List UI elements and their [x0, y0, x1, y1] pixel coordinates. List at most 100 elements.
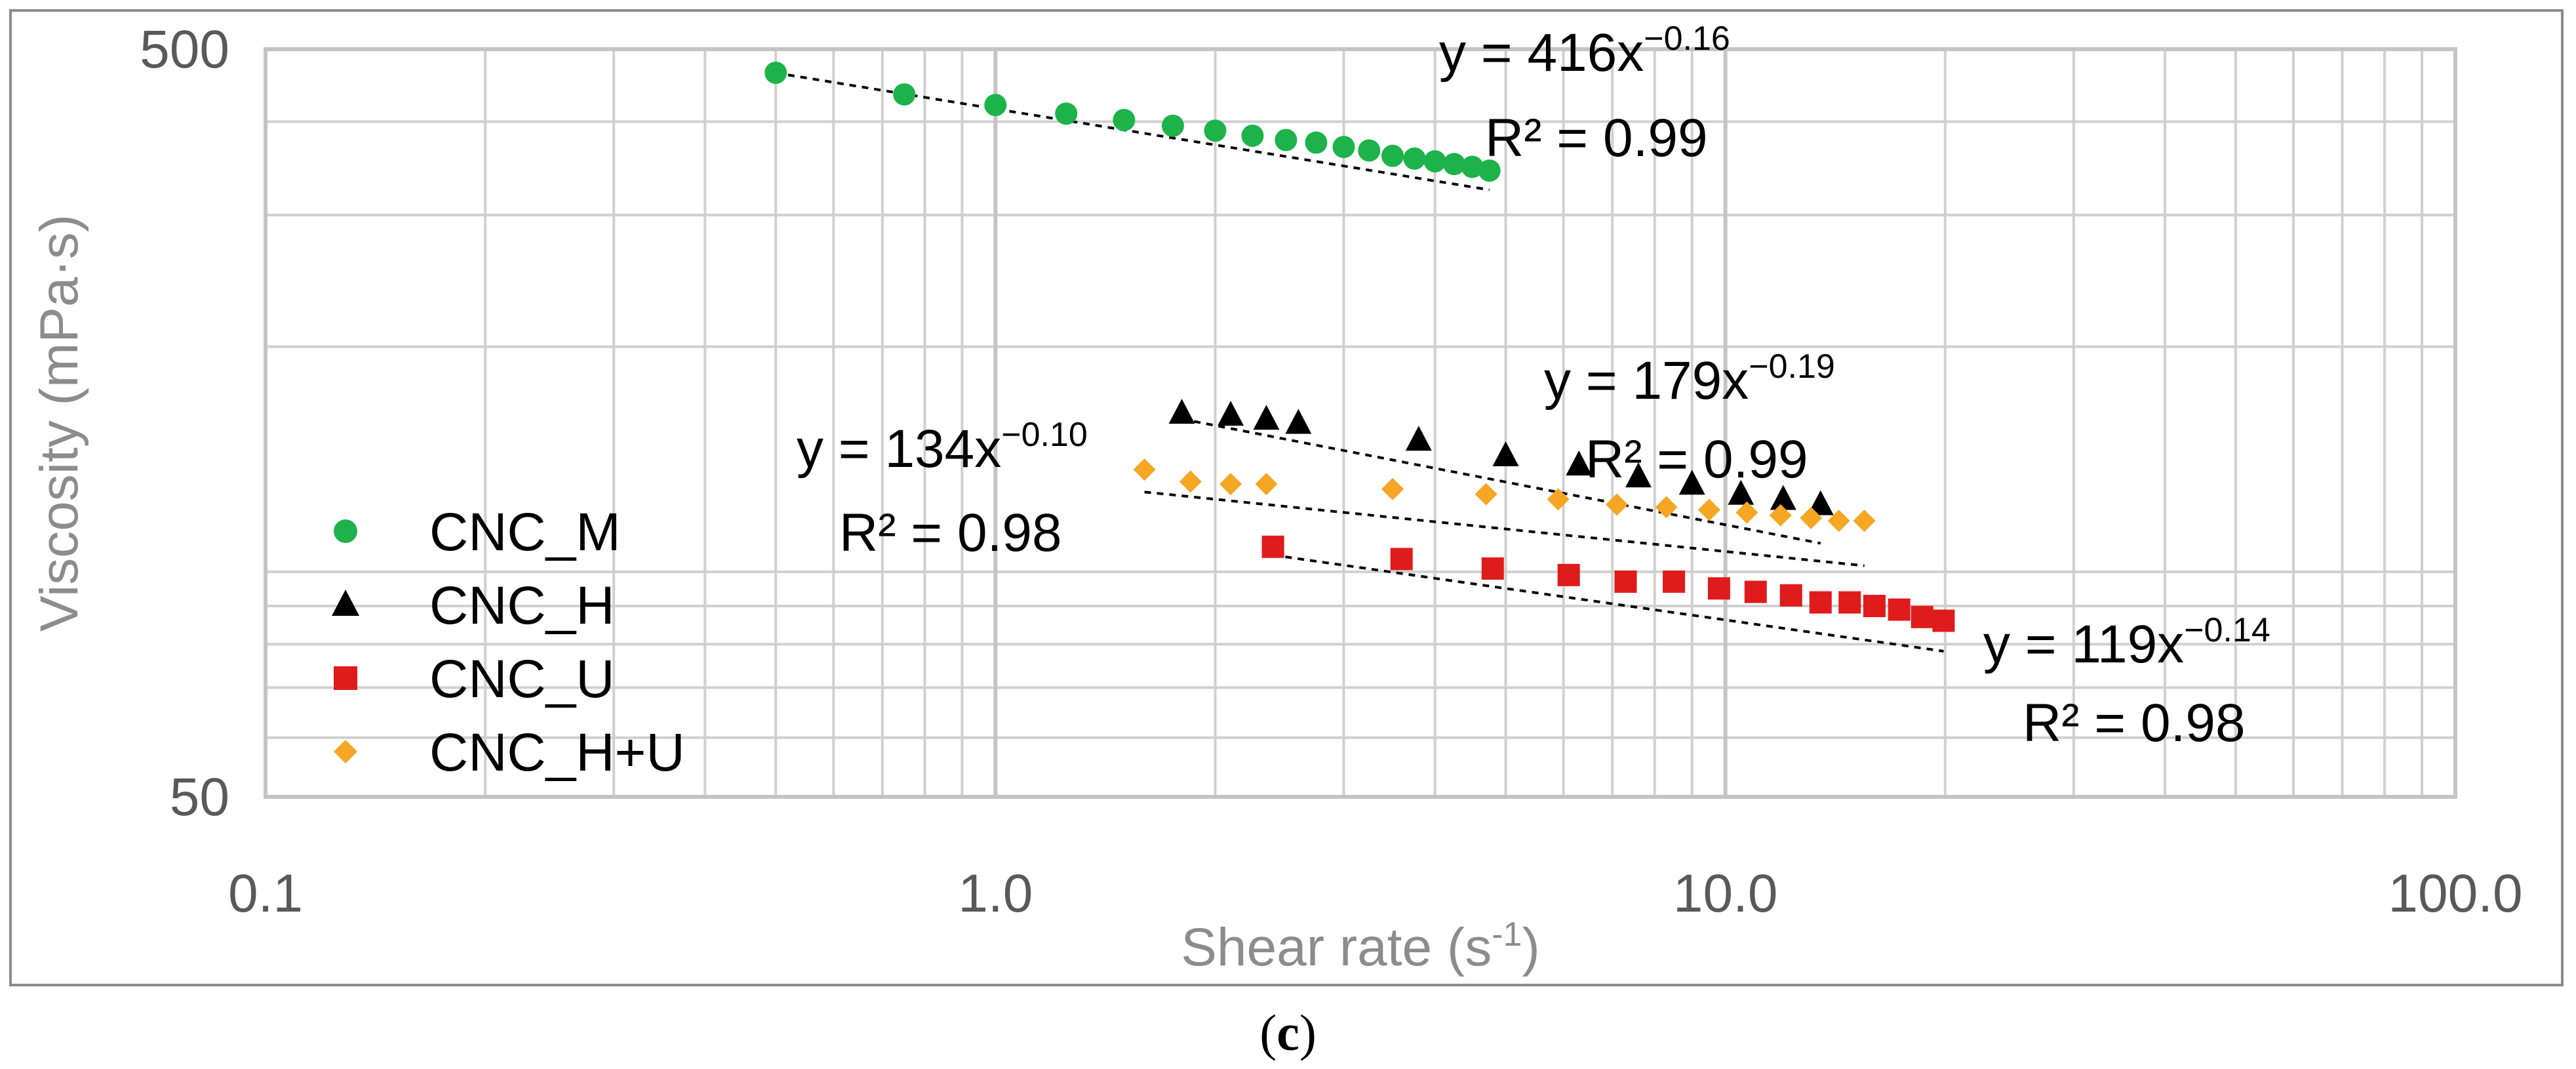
data-point	[1475, 483, 1497, 506]
figure-caption: (c)	[1259, 1004, 1317, 1061]
trendline-equation: y = 416x−0.16	[1439, 20, 1730, 83]
y-tick-label: 500	[140, 20, 229, 79]
x-axis-title-superscript: -1	[1492, 916, 1522, 954]
data-point	[1133, 458, 1156, 481]
trendline-equation: y = 134x−0.10	[797, 416, 1088, 479]
legend-marker	[334, 666, 357, 690]
data-point	[1219, 473, 1242, 496]
data-point	[1770, 485, 1796, 510]
caption-letter: c	[1277, 1004, 1299, 1061]
data-point	[1888, 598, 1911, 621]
data-point	[1735, 501, 1758, 524]
data-point	[1678, 470, 1705, 495]
data-point	[1461, 155, 1484, 178]
trendline-equation: y = 119x−0.14	[1983, 611, 2270, 674]
x-tick-label: 1.0	[958, 864, 1033, 923]
data-point	[1728, 479, 1754, 505]
legend-label: CNC_H+U	[429, 723, 685, 782]
data-point	[1218, 401, 1244, 426]
data-point	[1478, 159, 1501, 182]
trendline-equation: y = 179x−0.19	[1544, 348, 1835, 411]
r-squared-label: R² = 0.99	[1485, 108, 1708, 168]
data-point	[1261, 535, 1284, 558]
data-point	[1697, 498, 1720, 521]
series-cnc-h-u	[1133, 458, 1876, 567]
data-point	[1332, 136, 1355, 159]
data-point	[1809, 591, 1832, 614]
data-point	[1285, 409, 1312, 434]
trendline	[1144, 491, 1865, 567]
data-point	[1055, 102, 1078, 125]
r-squared-label: R² = 0.98	[839, 503, 1062, 563]
data-point	[1655, 496, 1678, 519]
legend-label: CNC_U	[429, 649, 614, 709]
data-point	[1168, 399, 1195, 424]
data-point	[1381, 144, 1404, 167]
gridlines	[266, 49, 2455, 797]
data-point	[1606, 493, 1629, 516]
data-point	[1566, 450, 1593, 475]
trendline	[775, 71, 1490, 192]
data-point	[1358, 139, 1381, 162]
y-tick-label: 50	[170, 767, 229, 827]
data-point	[1863, 594, 1886, 617]
data-point	[1442, 153, 1465, 176]
r-squared-label: R² = 0.99	[1585, 430, 1808, 489]
equation-exponent: −0.14	[2184, 611, 2270, 649]
data-point	[1423, 150, 1446, 172]
data-point	[1827, 510, 1850, 533]
data-point	[1707, 577, 1730, 600]
data-point	[1253, 405, 1280, 430]
x-tick-label: 10.0	[1673, 864, 1778, 923]
data-point	[1557, 563, 1580, 586]
equation-exponent: −0.10	[1001, 416, 1088, 454]
data-point	[1853, 510, 1876, 533]
legend-label: CNC_H	[429, 576, 614, 635]
legend-marker	[334, 740, 357, 763]
data-point	[1255, 473, 1278, 496]
data-point	[1744, 580, 1767, 603]
data-point	[1625, 462, 1652, 488]
plot-area-border	[264, 47, 2457, 799]
data-point	[1547, 488, 1570, 511]
data-point	[1275, 129, 1298, 151]
data-point	[1179, 470, 1202, 493]
data-point	[1492, 441, 1519, 466]
series-cnc-m	[764, 61, 1501, 192]
series-cnc-u	[1261, 535, 1955, 653]
x-tick-label: 0.1	[228, 864, 303, 923]
data-point	[1769, 504, 1792, 527]
y-axis-title: Viscosity (mPa·s)	[30, 214, 89, 632]
data-point	[1800, 506, 1823, 529]
data-point	[764, 61, 787, 84]
data-point	[893, 83, 916, 106]
r-squared-label: R² = 0.98	[2023, 693, 2246, 753]
data-point	[1305, 131, 1328, 154]
trendline	[1273, 554, 1944, 653]
legend-label: CNC_M	[429, 502, 621, 562]
data-point	[1663, 570, 1686, 593]
equation-exponent: −0.16	[1644, 20, 1730, 58]
legend-marker	[332, 590, 359, 616]
data-point	[1614, 570, 1637, 593]
data-point	[984, 94, 1007, 117]
data-point	[1241, 124, 1264, 147]
data-point	[1911, 605, 1933, 628]
x-axis-title-close: )	[1522, 918, 1539, 977]
data-point	[1161, 114, 1184, 137]
figure-frame	[9, 9, 2564, 986]
series-cnc-h	[1168, 399, 1834, 545]
data-point	[1779, 584, 1802, 607]
legend: CNC_M CNC_H CNC_U CNC_H+U	[332, 502, 685, 782]
legend-marker	[334, 519, 357, 543]
data-point	[1390, 548, 1413, 571]
x-axis-title: Shear rate (s-1)	[1181, 916, 1540, 977]
trendline	[1181, 417, 1821, 545]
data-point	[1381, 477, 1404, 500]
chart: 0.1 1.0 10.0 100.0 50 500 Shear rate (s-1) Visc…	[30, 20, 2523, 977]
data-point	[1807, 490, 1834, 515]
data-point	[1204, 119, 1227, 142]
data-point	[1403, 147, 1426, 170]
data-point	[1932, 609, 1955, 632]
data-point	[1481, 557, 1504, 580]
